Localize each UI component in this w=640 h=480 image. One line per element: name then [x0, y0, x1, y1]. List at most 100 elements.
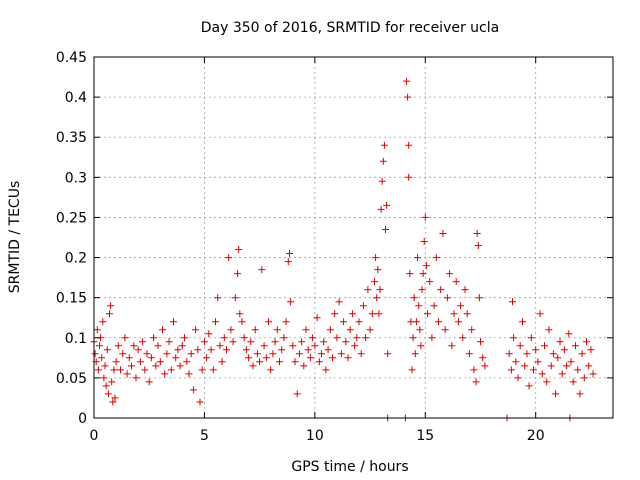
data-point — [98, 354, 106, 362]
data-point — [110, 366, 118, 374]
data-point — [348, 310, 356, 318]
data-point — [178, 342, 186, 350]
data-point — [589, 370, 597, 378]
data-point — [470, 366, 478, 374]
data-point — [130, 342, 138, 350]
data-point — [519, 318, 526, 326]
data-point — [200, 338, 208, 346]
x-tick-label: 10 — [306, 428, 324, 444]
data-point — [353, 334, 361, 342]
data-point — [410, 294, 418, 302]
data-point — [512, 358, 520, 366]
data-point — [477, 338, 484, 346]
data-point — [205, 330, 213, 338]
data-point — [468, 326, 476, 334]
data-point — [516, 342, 524, 350]
data-point — [536, 310, 544, 318]
data-point — [342, 338, 350, 346]
data-point — [452, 278, 460, 286]
data-point — [346, 326, 354, 334]
x-tick-label: 15 — [416, 428, 434, 444]
data-point — [249, 362, 257, 370]
data-point — [331, 310, 339, 318]
data-point — [156, 358, 164, 366]
data-point — [446, 270, 454, 278]
data-point — [408, 366, 416, 374]
data-point — [558, 370, 566, 378]
x-tick-label: 0 — [90, 428, 99, 444]
data-point — [286, 250, 293, 257]
data-point — [549, 350, 557, 358]
data-point — [214, 294, 222, 302]
x-tick-label: 5 — [200, 428, 209, 444]
data-point — [276, 358, 283, 366]
data-point — [372, 254, 380, 262]
data-point — [578, 350, 586, 358]
data-point — [543, 378, 551, 386]
data-point — [245, 354, 253, 362]
data-point — [563, 362, 571, 370]
data-point — [218, 358, 226, 366]
data-point — [472, 378, 480, 386]
data-point — [267, 366, 275, 374]
data-point — [258, 266, 266, 274]
data-point — [351, 342, 359, 350]
data-point — [304, 346, 312, 354]
data-point — [378, 177, 386, 185]
data-point — [329, 354, 336, 362]
data-point — [234, 270, 242, 278]
data-point — [278, 346, 286, 354]
data-point — [128, 362, 135, 370]
data-point — [443, 294, 451, 302]
data-point — [530, 366, 537, 374]
data-point — [521, 362, 529, 370]
data-point — [167, 366, 175, 374]
data-point — [111, 394, 119, 402]
data-point — [181, 334, 188, 342]
data-point — [185, 370, 193, 378]
data-point — [287, 298, 295, 306]
data-point — [231, 294, 239, 302]
data-point — [422, 262, 430, 270]
data-point — [139, 338, 147, 346]
data-point — [220, 334, 228, 342]
data-point — [94, 366, 102, 374]
data-point — [580, 374, 588, 382]
data-point — [335, 298, 343, 306]
data-point — [514, 374, 522, 382]
data-point — [309, 334, 317, 342]
data-point — [247, 338, 255, 346]
data-point — [405, 173, 413, 181]
data-point — [106, 310, 113, 318]
data-point — [428, 334, 436, 342]
data-point — [212, 318, 219, 326]
data-point — [280, 334, 288, 342]
x-axis-label: GPS time / hours — [291, 459, 408, 475]
data-point — [223, 346, 230, 354]
data-point — [380, 141, 388, 149]
data-point — [474, 242, 482, 249]
data-point — [406, 270, 414, 278]
data-point — [152, 362, 160, 370]
data-point — [302, 326, 310, 334]
y-tick-label: 0.15 — [56, 291, 87, 307]
data-point — [238, 318, 246, 326]
data-point — [154, 342, 162, 350]
data-point — [463, 310, 471, 318]
data-point — [196, 398, 204, 406]
data-point — [145, 378, 153, 386]
y-tick-label: 0.4 — [65, 90, 87, 106]
data-point — [355, 318, 363, 326]
y-tick-label: 0.3 — [65, 170, 87, 186]
data-point — [459, 334, 467, 342]
data-point — [417, 342, 425, 350]
data-point — [262, 354, 270, 362]
data-point — [538, 370, 546, 378]
data-point — [430, 302, 438, 310]
data-point — [382, 226, 389, 233]
axis-ticks: 0 0.05 0.1 0.15 0.2 0.25 0.3 0.35 0.4 0.45 0 5 10 15 2… — [56, 50, 613, 444]
data-point — [174, 346, 182, 354]
data-point — [404, 93, 412, 101]
data-point — [282, 318, 290, 326]
